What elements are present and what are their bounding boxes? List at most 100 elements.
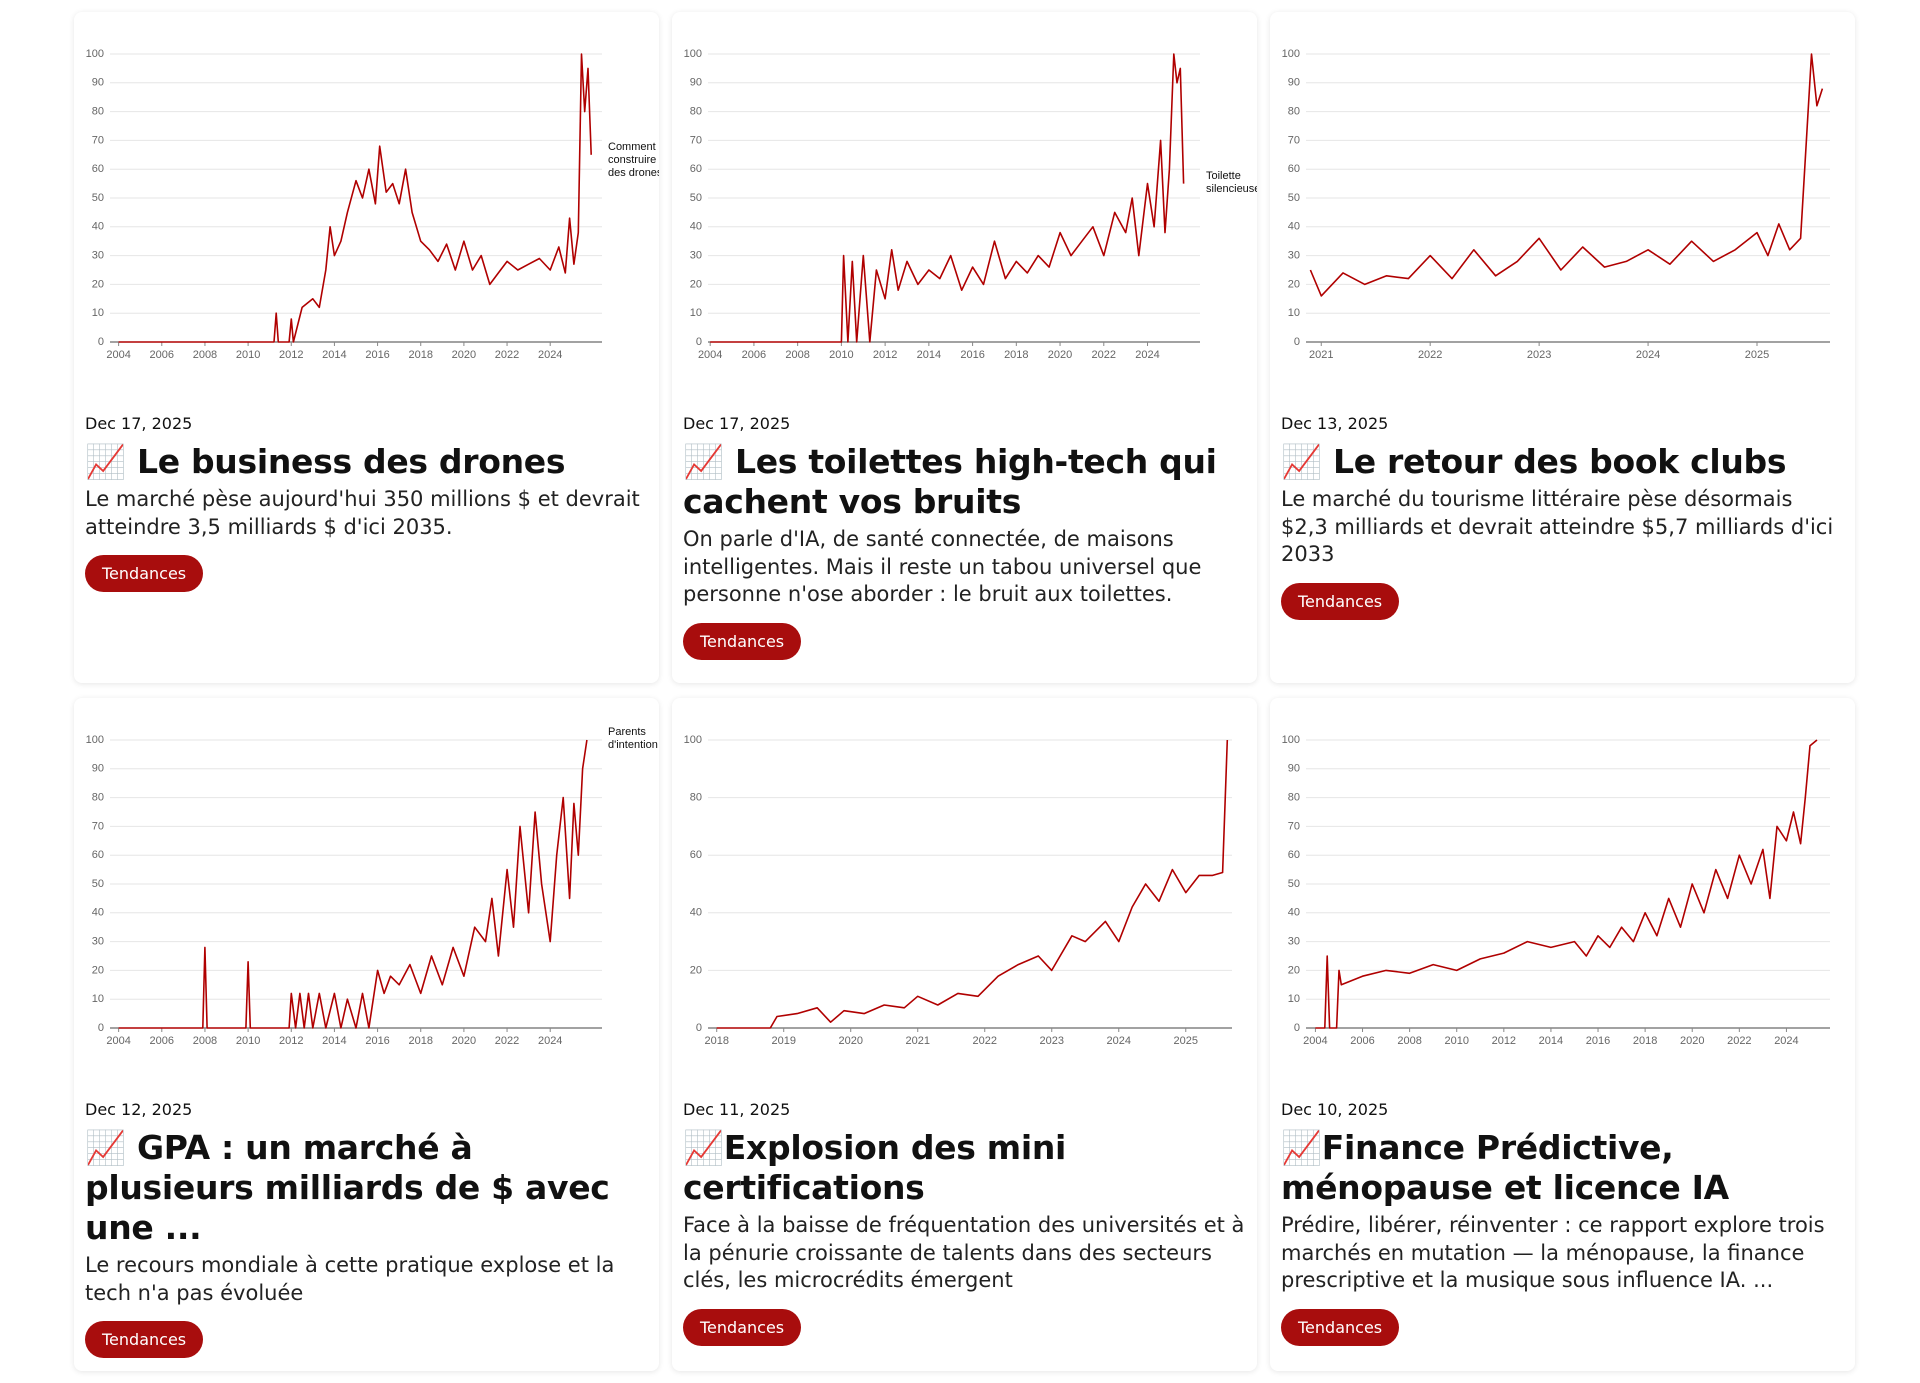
y-tick-label: 30: [92, 250, 104, 262]
y-tick-label: 100: [86, 734, 104, 746]
x-tick-label: 2024: [1135, 349, 1159, 361]
x-tick-label: 2020: [1680, 1035, 1704, 1047]
x-tick-label: 2024: [1774, 1035, 1798, 1047]
y-tick-label: 30: [1288, 936, 1300, 948]
article-card[interactable]: 0 10 20 30 40 50 60 70 80 90 100 2004 2006 2008 2010 20…: [1270, 698, 1855, 1371]
y-tick-label: 40: [92, 907, 104, 919]
x-tick-label: 2018: [408, 1035, 432, 1047]
category-tag[interactable]: Tendances: [683, 1308, 802, 1346]
y-tick-label: 50: [92, 192, 104, 204]
y-tick-label: 80: [92, 106, 104, 118]
y-tick-label: 60: [92, 163, 104, 175]
y-tick-label: 30: [690, 250, 702, 262]
x-tick-label: 2014: [322, 1035, 346, 1047]
y-tick-label: 70: [92, 820, 104, 832]
y-tick-label: 100: [86, 48, 104, 60]
x-tick-label: 2004: [698, 349, 722, 361]
category-tag[interactable]: Tendances: [1281, 582, 1400, 620]
y-tick-label: 30: [1288, 250, 1300, 262]
y-tick-label: 0: [1294, 336, 1300, 348]
x-tick-label: 2006: [150, 1035, 174, 1047]
post-excerpt: Le recours mondiale à cette pratique exp…: [85, 1253, 615, 1305]
x-tick-label: 2010: [236, 1035, 260, 1047]
y-tick-label: 50: [1288, 192, 1300, 204]
y-tick-label: 0: [696, 1022, 702, 1034]
x-tick-label: 2012: [1492, 1035, 1516, 1047]
x-tick-label: 2004: [106, 1035, 130, 1047]
y-tick-label: 70: [1288, 820, 1300, 832]
article-card[interactable]: 0 10 20 30 40 50 60 70 80 90 100 2004 2006 2008 2010 20…: [672, 12, 1257, 683]
y-tick-label: 80: [92, 792, 104, 804]
post-date: Dec 11, 2025: [683, 1100, 791, 1119]
x-tick-label: 2021: [1309, 349, 1333, 361]
post-title: 📈Finance Prédictive, ménopause et licenc…: [1281, 1128, 1729, 1207]
y-tick-label: 10: [1288, 307, 1300, 319]
post-excerpt: Le marché pèse aujourd'hui 350 millions …: [85, 487, 640, 539]
y-tick-label: 60: [690, 163, 702, 175]
y-tick-label: 100: [1282, 734, 1300, 746]
x-tick-label: 2022: [1418, 349, 1442, 361]
x-tick-label: 2014: [917, 349, 941, 361]
y-tick-label: 80: [1288, 106, 1300, 118]
category-tag[interactable]: Tendances: [1281, 1308, 1400, 1346]
y-tick-label: 100: [684, 48, 702, 60]
x-tick-label: 2010: [829, 349, 853, 361]
y-tick-label: 0: [696, 336, 702, 348]
x-tick-label: 2016: [365, 349, 389, 361]
x-tick-label: 2025: [1745, 349, 1769, 361]
x-tick-label: 2016: [1586, 1035, 1610, 1047]
x-tick-label: 2022: [495, 349, 519, 361]
chart-annotation: Parents d'intention: [608, 726, 658, 751]
y-tick-label: 30: [92, 936, 104, 948]
chart-image: 0 10 20 30 40 50 60 70 80 90 100 2021 2022 2023 2024 20…: [1270, 12, 1855, 414]
trend-line: [710, 53, 1185, 343]
article-card[interactable]: 0 10 20 30 40 50 60 70 80 90 100 2004 2006 2008 2010 20…: [74, 12, 659, 683]
category-tag[interactable]: Tendances: [85, 1321, 204, 1358]
x-tick-label: 2018: [1004, 349, 1028, 361]
article-card[interactable]: 0 10 20 30 40 50 60 70 80 90 100 2004 2006 2008 2010 20…: [74, 698, 659, 1371]
x-tick-label: 2020: [452, 349, 476, 361]
y-tick-label: 40: [690, 907, 702, 919]
y-tick-label: 90: [690, 77, 702, 89]
y-tick-label: 0: [98, 336, 104, 348]
chart-image: 0 10 20 30 40 50 60 70 80 90 100 2004 2006 2008 2010 20…: [74, 12, 659, 414]
x-tick-label: 2012: [873, 349, 897, 361]
x-tick-label: 2022: [972, 1035, 996, 1047]
x-tick-label: 2018: [1633, 1035, 1657, 1047]
y-tick-label: 40: [690, 221, 702, 233]
y-tick-label: 70: [92, 134, 104, 146]
y-tick-label: 100: [684, 734, 702, 746]
chart-image: 0 20 40 60 80 100 2018 2019 2020 2021 2022 2023 2024…: [672, 698, 1257, 1100]
post-excerpt: Prédire, libérer, réinventer : ce rappor…: [1281, 1213, 1825, 1292]
post-date: Dec 13, 2025: [1281, 414, 1389, 433]
x-tick-label: 2012: [279, 1035, 303, 1047]
y-tick-label: 100: [1282, 48, 1300, 60]
y-tick-label: 40: [92, 221, 104, 233]
trend-chart: 0 10 20 30 40 50 60 70 80 90 100 2021 2022 2023 2024 20…: [1282, 48, 1830, 361]
x-tick-label: 2006: [150, 349, 174, 361]
post-excerpt: On parle d'IA, de santé connectée, de ma…: [683, 527, 1202, 606]
post-title: 📈 GPA : un marché à plusieurs milliards …: [85, 1128, 610, 1247]
x-tick-label: 2004: [1303, 1035, 1327, 1047]
chart-annotation: Comment construire des drones: [608, 140, 659, 179]
y-tick-label: 20: [92, 278, 104, 290]
y-tick-label: 20: [1288, 278, 1300, 290]
card-body: Dec 13, 2025 📈 Le retour des book clubs Le…: [1270, 414, 1855, 620]
x-tick-label: 2004: [106, 349, 130, 361]
x-tick-label: 2023: [1040, 1035, 1064, 1047]
x-tick-label: 2014: [322, 349, 346, 361]
y-tick-label: 20: [92, 964, 104, 976]
article-card[interactable]: 0 20 40 60 80 100 2018 2019 2020 2021 2022 2023 2024…: [672, 698, 1257, 1371]
x-tick-label: 2021: [905, 1035, 929, 1047]
post-excerpt: Face à la baisse de fréquentation des un…: [683, 1213, 1245, 1292]
y-tick-label: 50: [690, 192, 702, 204]
post-title: 📈Explosion des mini certifications: [683, 1128, 1067, 1207]
category-tag[interactable]: Tendances: [85, 555, 204, 592]
article-card[interactable]: 0 10 20 30 40 50 60 70 80 90 100 2021 2022 2023 2024 20…: [1270, 12, 1855, 683]
trend-chart: 0 10 20 30 40 50 60 70 80 90 100 2004 2006 2008 2010 20…: [1282, 734, 1830, 1047]
trend-line: [1309, 53, 1824, 297]
y-tick-label: 20: [690, 964, 702, 976]
category-tag[interactable]: Tendances: [683, 622, 802, 660]
card-grid: 0 10 20 30 40 50 60 70 80 90 100 2004 2006 2008 2010 20…: [74, 12, 1855, 1371]
x-tick-label: 2022: [495, 1035, 519, 1047]
